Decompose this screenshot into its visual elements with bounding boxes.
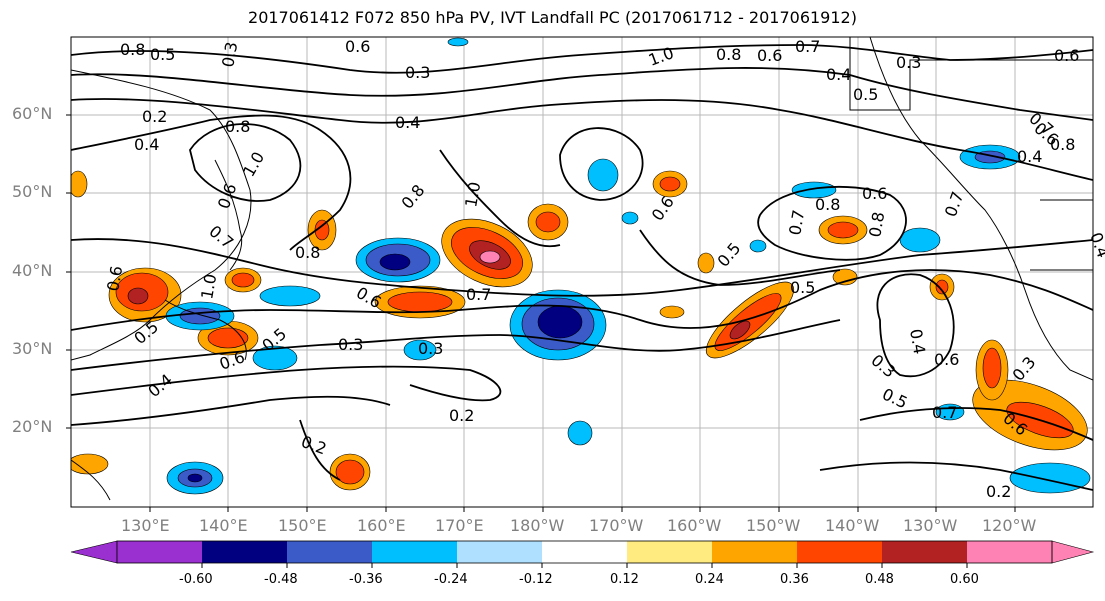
colorbar-cell-6 [627,541,712,563]
contour-label: 0.2 [986,482,1011,501]
colorbar-tick-label: 0.60 [950,572,979,587]
lon-label: 130°E [121,516,170,535]
colorbar [70,540,1095,568]
colorbar-tick-label: -0.24 [434,572,468,587]
lat-label: 60°N [12,104,53,123]
lon-label: 170°W [589,516,644,535]
contour-label: 0.3 [896,53,921,72]
contour-label: 0.4 [906,327,929,355]
contour-label: 0.6 [103,264,126,292]
contour-label: 0.4 [134,135,159,154]
axis-ticks [66,114,1016,512]
colorbar-cell-2 [287,541,372,563]
map-title: 2017061412 F072 850 hPa PV, IVT Landfall… [248,8,857,27]
colorbar-cell-7 [712,541,797,563]
contour-label: 0.7 [795,37,820,56]
coastlines [71,37,1093,501]
lat-label: 20°N [12,417,53,436]
lat-label: 30°N [12,339,53,358]
colorbar-cell-5 [542,541,627,563]
colorbar-cell-over [1051,540,1095,564]
colorbar-cell-9 [882,541,967,563]
contour-label: 0.5 [790,278,815,297]
contour-label: 0.3 [338,335,363,354]
contour-label: 0.4 [1017,147,1042,166]
contour-label: 0.2 [142,107,167,126]
lon-label: 130°W [903,516,958,535]
colorbar-tick-label: 0.48 [865,572,894,587]
lon-label: 140°W [825,516,880,535]
pc-shading [71,37,1091,495]
colorbar-frame [116,540,1053,564]
contour-label: 0.2 [449,406,474,425]
contour-label: 0.3 [405,63,430,82]
lon-label: 120°W [982,516,1037,535]
lon-label: 170°E [435,516,484,535]
contour-label: 0.6 [1054,46,1079,65]
lon-label: 180°W [510,516,565,535]
contour-label: 0.8 [225,117,250,136]
colorbar-tick-label: 0.12 [610,572,639,587]
colorbar-cell-0 [117,541,202,563]
lon-label: 150°E [278,516,327,535]
colorbar-tick-label: -0.12 [519,572,553,587]
contour-label: 0.6 [757,46,782,65]
colorbar-cell-3 [372,541,457,563]
contour-label: 0.6 [862,184,887,203]
colorbar-cell-under [70,540,118,564]
colorbar-tick-label: -0.60 [179,572,213,587]
colorbar-tick-label: -0.36 [349,572,383,587]
colorbar-cell-1 [202,541,287,563]
contour-label: 0.6 [345,37,370,56]
contour-label: 0.3 [418,339,443,358]
colorbar-cell-10 [967,541,1052,563]
contour-label: 0.5 [150,45,175,64]
lon-label: 160°W [667,516,722,535]
lat-label: 40°N [12,261,53,280]
contour-label: 0.7 [785,208,808,236]
contour-label: 0.7 [932,403,957,422]
colorbar-cell-8 [797,541,882,563]
contour-label: 1.0 [461,180,484,208]
contour-label: 0.4 [395,113,420,132]
contour-label: 0.8 [120,40,145,59]
lat-label: 50°N [12,182,53,201]
colorbar-tick-label: -0.48 [264,572,298,587]
contour-label: 0.7 [466,285,491,304]
contour-label: 0.8 [716,45,741,64]
lon-label: 150°W [746,516,801,535]
lon-label: 140°E [199,516,248,535]
lon-label: 160°E [357,516,406,535]
contour-label: 0.4 [826,65,851,84]
colorbar-cell-4 [457,541,542,563]
contour-label: 0.6 [934,350,959,369]
contour-label: 0.8 [1050,135,1075,154]
pv-contours [71,44,1093,491]
contour-label: 0.8 [815,195,840,214]
contour-label: 1.0 [197,272,220,300]
contour-label: 0.8 [865,210,888,238]
contour-label: 0.5 [853,85,878,104]
colorbar-tick-label: 0.36 [780,572,809,587]
contour-label: 0.3 [218,40,241,68]
colorbar-tick-label: 0.24 [695,572,724,587]
contour-label: 0.8 [295,243,320,262]
